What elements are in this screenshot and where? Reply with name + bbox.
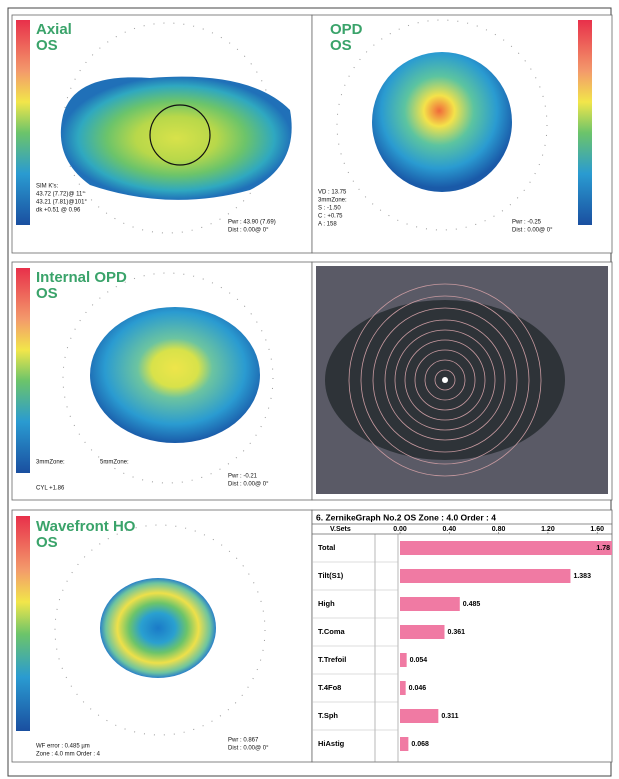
pupil-circle xyxy=(149,104,211,166)
zernike-panel: 6. ZernikeGraph No.2 OS Zone : 4.0 Order… xyxy=(311,509,613,763)
bar xyxy=(400,569,571,583)
bar xyxy=(400,541,612,555)
bar xyxy=(400,737,409,751)
note: S : -1.50 xyxy=(318,206,341,212)
note: 3mmZone: xyxy=(318,198,347,204)
axial-panel: Axial OS SIM K's: 43.72 (7.72)@ 11° 43.2… xyxy=(11,14,313,254)
note: Zone : 4.0 mm Order : 4 xyxy=(36,752,101,758)
value-label: 0.485 xyxy=(463,601,481,608)
note: A : 158 xyxy=(318,222,337,228)
note: Dist : 0.00@ 0° xyxy=(512,228,553,234)
wavefront-panel: Wavefront HO OS WF error : 0.485 µm Zone… xyxy=(11,509,313,763)
axial-map xyxy=(60,76,292,200)
scale-ring xyxy=(336,19,548,231)
internal-opd-map xyxy=(90,307,260,443)
note: Dist : 0.00@ 0° xyxy=(228,746,269,752)
category-label: High xyxy=(318,599,335,608)
category-label: HiAstig xyxy=(318,739,345,748)
panel-title: Axial xyxy=(36,21,72,38)
value-label: 0.068 xyxy=(411,741,429,748)
color-scale xyxy=(16,516,30,731)
note: 5mmZone: xyxy=(100,460,129,466)
scale-ring xyxy=(62,272,274,484)
category-label: T.4Fo8 xyxy=(318,683,341,692)
note: 43.72 (7.72)@ 11° xyxy=(36,192,85,198)
bar xyxy=(400,709,439,723)
category-label: T.Sph xyxy=(318,711,338,720)
eye-label: OS xyxy=(36,37,58,54)
opd-panel: OPD OS VD : 13.75 3mmZone: S : -1.50 C :… xyxy=(311,14,613,254)
note: Dist : 0.00@ 0° xyxy=(228,482,269,488)
column-header: V.Sets xyxy=(330,526,351,533)
bar xyxy=(400,625,445,639)
placido-rings xyxy=(348,283,542,477)
internal-opd-panel: Internal OPD OS 3mmZone: 5mmZone: CYL +1… xyxy=(11,261,313,501)
chart-title: 6. ZernikeGraph No.2 OS Zone : 4.0 Order… xyxy=(316,512,496,522)
color-scale xyxy=(16,20,30,225)
note: SIM K's: xyxy=(36,184,58,190)
note: 3mmZone: xyxy=(36,460,65,466)
note: dk +0.51 @ 0.96 xyxy=(36,208,81,214)
bars xyxy=(400,541,612,751)
note: Pwr : -0.21 xyxy=(228,474,258,480)
wavefront-map xyxy=(100,578,216,678)
eye-label: OS xyxy=(36,534,58,551)
opd-map xyxy=(372,52,512,192)
value-label: 0.361 xyxy=(447,629,465,636)
note: Pwr : 43.90 (7.69) xyxy=(228,220,276,226)
color-scale xyxy=(16,268,30,473)
x-tick-label: 0.40 xyxy=(442,526,456,533)
category-label: Total xyxy=(318,543,335,552)
note: Dist : 0.00@ 0° xyxy=(228,228,269,234)
bar xyxy=(400,597,460,611)
apex xyxy=(442,377,448,383)
note: CYL +1.86 xyxy=(36,486,65,492)
value-label: 1.78 xyxy=(596,545,610,552)
bar xyxy=(400,653,407,667)
value-label: 0.046 xyxy=(409,685,427,692)
note: 43.21 (7.81)@101° xyxy=(36,200,87,206)
panel-title: Wavefront HO xyxy=(36,518,136,535)
panel-title: Internal OPD xyxy=(36,269,127,286)
x-tick-label: 0.00 xyxy=(393,526,407,533)
note: WF error : 0.485 µm xyxy=(36,744,90,750)
photo-panel xyxy=(311,261,613,501)
note: VD : 13.75 xyxy=(318,190,347,196)
category-label: T.Coma xyxy=(318,627,346,636)
panel-title: OPD xyxy=(330,21,363,38)
x-tick-label: 1.20 xyxy=(541,526,555,533)
x-tick-label: 1.60 xyxy=(590,526,604,533)
category-label: Tilt(S1) xyxy=(318,571,344,580)
value-label: 1.383 xyxy=(573,573,591,580)
note: Pwr : -0.25 xyxy=(512,220,542,226)
eye-label: OS xyxy=(330,37,352,54)
note: C : +0.75 xyxy=(318,214,343,220)
eye-label: OS xyxy=(36,285,58,302)
color-scale xyxy=(578,20,592,225)
value-label: 0.054 xyxy=(410,657,428,664)
category-label: T.Trefoil xyxy=(318,655,346,664)
bar xyxy=(400,681,406,695)
x-tick-label: 0.80 xyxy=(492,526,506,533)
note: Pwr : 0.867 xyxy=(228,738,259,744)
value-label: 0.311 xyxy=(441,713,458,720)
scale-ring xyxy=(54,524,266,736)
